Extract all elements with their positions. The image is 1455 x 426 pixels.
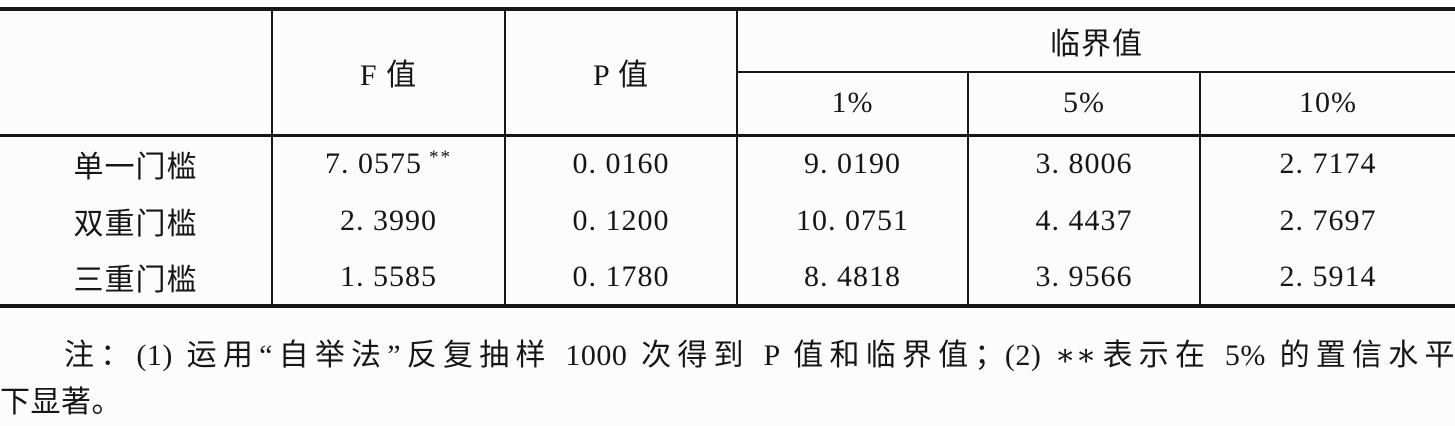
footnote-line-1: 注：(1) 运用“自举法”反复抽样 1000 次得到 P 值和临界值；(2) ∗…	[64, 339, 1455, 372]
header-row-sub: 1% 5% 10%	[0, 72, 1455, 137]
f-value-cell: 2. 3990	[272, 192, 506, 249]
critical-1-percent-cell: 10. 0751	[737, 192, 969, 249]
footnote-line-2: 下显著。	[0, 386, 122, 419]
critical-10-percent-cell: 2. 7174	[1279, 147, 1377, 181]
table-row-single-threshold: 单一门槛 7. 0575 ** 0. 0160 9. 0190 3. 8006 2…	[0, 135, 1455, 192]
table-row-triple-threshold: 三重门槛 1. 5585 0. 1780 8. 4818 3. 9566 2. …	[0, 249, 1455, 306]
critical-10-percent-cell: 2. 5914	[1279, 259, 1377, 293]
f-value: 2. 3990	[340, 203, 437, 237]
f-value-cell: 7. 0575 **	[272, 135, 506, 192]
col-header-10-percent: 10%	[1200, 72, 1455, 137]
critical-1-percent-cell: 9. 0190	[737, 135, 969, 192]
col-header-p-value: P 值	[505, 9, 738, 137]
table-footnote: 注：(1) 运用“自举法”反复抽样 1000 次得到 P 值和临界值；(2) ∗…	[0, 332, 1455, 426]
p-value-cell: 0. 0160	[505, 135, 738, 192]
critical-10-percent-cell: 2. 7697	[1279, 203, 1377, 237]
critical-1-percent-cell: 8. 4818	[737, 249, 969, 306]
header-row-top: F 值 P 值 临界值	[0, 9, 1455, 137]
threshold-effect-test-table: F 值 P 值 临界值 1% 5% 10% 单一门槛 7. 0575 ** 0. …	[0, 7, 1455, 308]
f-value-cell: 1. 5585	[272, 249, 506, 306]
row-label: 双重门槛	[0, 192, 273, 249]
col-header-critical-value: 临界值	[737, 9, 1455, 73]
row-label: 三重门槛	[0, 249, 273, 306]
col-header-f-value: F 值	[272, 9, 506, 137]
critical-5-percent-cell: 3. 9566	[968, 249, 1201, 306]
p-value-cell: 0. 1780	[505, 249, 738, 306]
col-header-1-percent: 1%	[737, 72, 969, 137]
critical-5-percent-cell: 3. 8006	[968, 135, 1201, 192]
significance-stars: **	[429, 147, 452, 169]
critical-5-percent-cell: 4. 4437	[968, 192, 1201, 249]
f-value: 1. 5585	[340, 259, 437, 293]
f-value: 7. 0575	[325, 147, 422, 181]
row-label: 单一门槛	[0, 135, 273, 192]
table-row-double-threshold: 双重门槛 2. 3990 0. 1200 10. 0751 4. 4437 2.…	[0, 192, 1455, 249]
p-value-cell: 0. 1200	[505, 192, 738, 249]
col-header-5-percent: 5%	[968, 72, 1201, 137]
corner-blank-cell	[0, 9, 273, 137]
